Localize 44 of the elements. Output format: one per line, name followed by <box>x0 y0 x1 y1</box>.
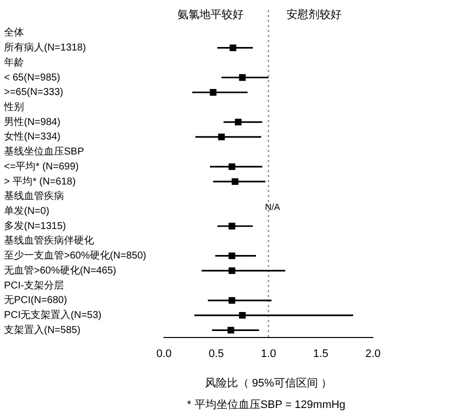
text: * 平均坐位血压SBP = 129mmHg <box>187 398 346 412</box>
y-tick-label: > 平均* (N=618) <box>4 175 76 188</box>
y-tick-label: PCI无支架置入(N=53) <box>4 309 102 322</box>
point <box>228 267 236 274</box>
point <box>232 178 238 185</box>
y-tick-label: 全体 <box>4 26 24 39</box>
x-tick-label: 0.0 <box>156 348 172 360</box>
point <box>234 118 242 126</box>
y-tick-label: < 65(N=985) <box>4 72 60 84</box>
y-tick-label: 性别 <box>3 100 24 113</box>
x-tick-label: 1.0 <box>260 348 276 360</box>
y-tick-label: 无血管>60%硬化(N=465) <box>4 264 116 276</box>
point <box>230 44 236 52</box>
y-tick-label: 年龄 <box>4 56 24 68</box>
y-tick-label: 基线血管疾病伴硬化 <box>4 234 94 247</box>
y-tick-label: 基线血管疾病 <box>4 190 64 202</box>
y-tick-label: 基线坐位血压SBP <box>4 146 84 158</box>
annotation: 安慰剂较好 <box>286 8 342 22</box>
point <box>239 74 246 81</box>
y-tick-label: 无PCI(N=680) <box>4 295 68 306</box>
annotation: N/A <box>264 202 280 212</box>
point <box>228 163 236 170</box>
x-axis-title: 风险比（ 95%可信区间 ） <box>204 376 332 390</box>
y-tick-label: 单发(N=0) <box>4 205 50 218</box>
annotation: 氨氯地平较好 <box>178 8 244 22</box>
x-tick-label: 1.5 <box>313 348 328 360</box>
y-tick-label: 多发(N=1315) <box>4 220 66 232</box>
y-tick-label: >=65(N=333) <box>4 87 64 98</box>
y-tick-label: 至少一支血管>60%硬化(N=850) <box>4 250 146 262</box>
y-tick-label: 女性(N=334) <box>4 130 60 143</box>
point <box>239 312 246 319</box>
y-tick-label: <=平均* (N=699) <box>4 160 79 172</box>
y-tick-label: 男性(N=984) <box>4 116 60 128</box>
point <box>228 222 236 230</box>
y-tick-label: 支架置入(N=585) <box>4 324 80 336</box>
x-tick-label: 2.0 <box>365 348 381 360</box>
point <box>228 252 236 260</box>
point <box>218 134 225 140</box>
point <box>210 89 216 96</box>
y-tick-label: PCI-支架分层 <box>4 279 64 292</box>
y-tick-label: 所有病人(N=1318) <box>4 42 86 54</box>
point <box>228 297 236 304</box>
point <box>228 326 234 334</box>
x-tick-label: 0.5 <box>208 348 224 360</box>
